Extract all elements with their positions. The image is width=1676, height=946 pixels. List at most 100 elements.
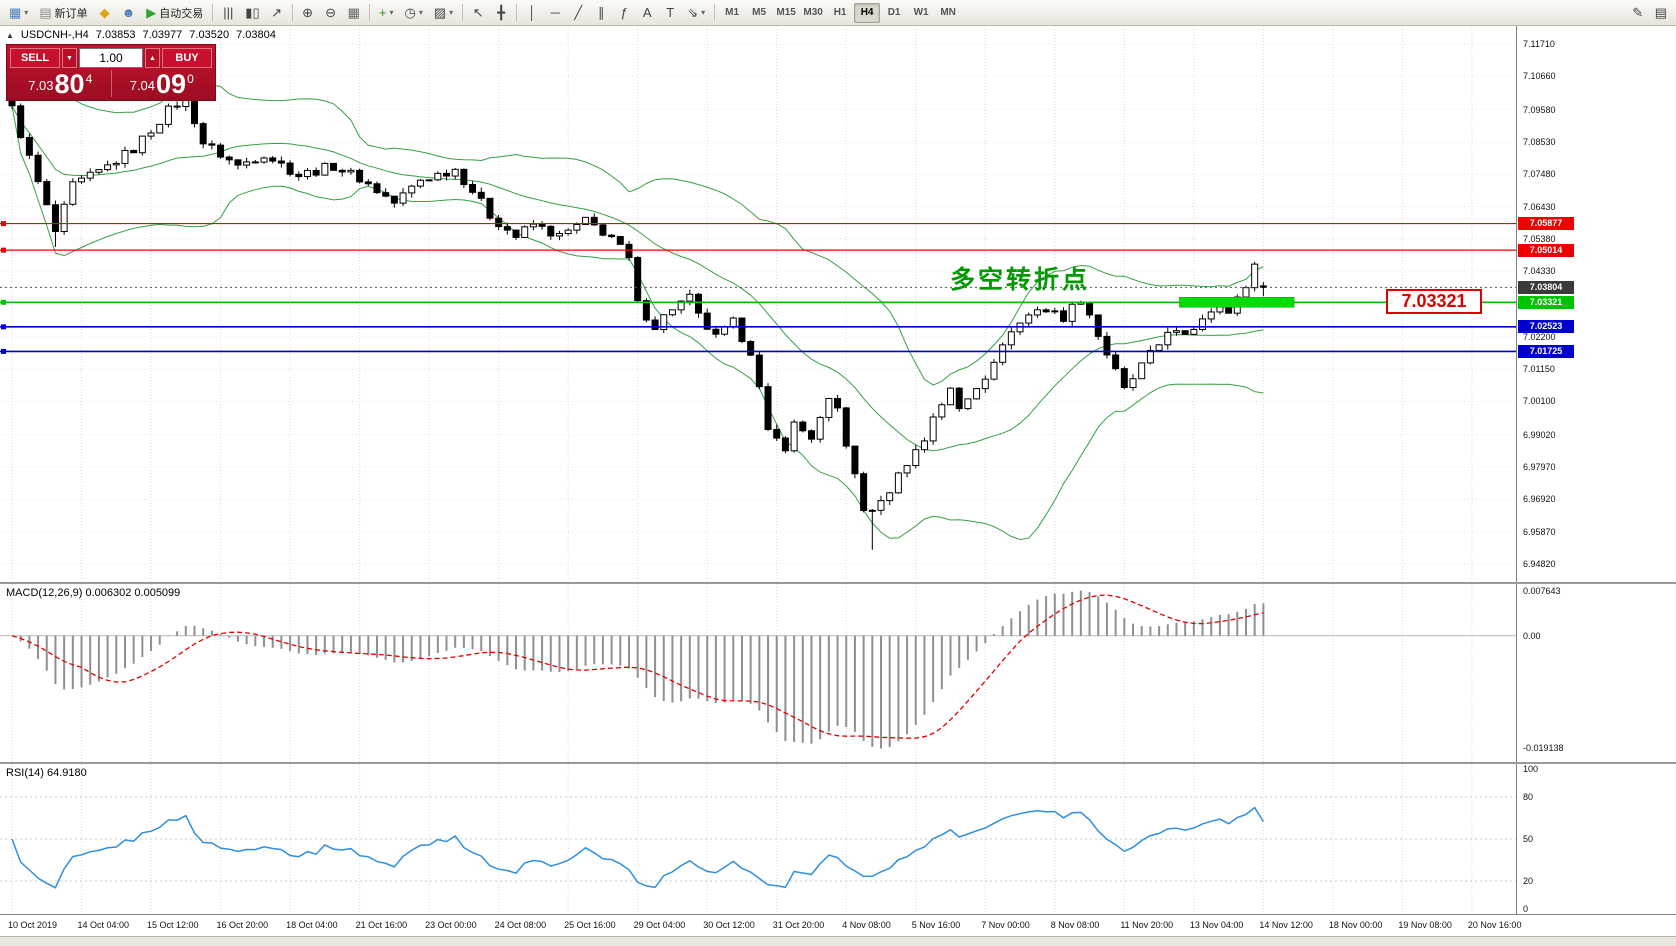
rsi-chart-svg xyxy=(0,764,1516,914)
price-tick: 7.07480 xyxy=(1523,169,1556,180)
rsi-tick: 0 xyxy=(1523,904,1529,914)
collapse-one-click-button[interactable]: ▲ xyxy=(6,30,14,40)
trendline-button[interactable]: ╱ xyxy=(567,2,589,24)
timeframe-d1[interactable]: D1 xyxy=(887,7,901,18)
price-tick: 6.96920 xyxy=(1523,494,1556,505)
horizontal-line-button[interactable]: ─ xyxy=(544,2,566,24)
clock-icon: ◷ xyxy=(404,5,416,20)
sell-price-display[interactable]: 7.03 80 4 xyxy=(10,70,111,97)
date-label: 30 Oct 12:00 xyxy=(703,920,755,930)
bar-chart-button[interactable]: ||| xyxy=(217,2,239,24)
periods-button[interactable]: ◷ ▾ xyxy=(400,2,428,24)
date-label: 14 Nov 12:00 xyxy=(1259,920,1313,930)
candlestick-chart-button[interactable]: ▮▯ xyxy=(240,2,264,24)
template-icon: ▨ xyxy=(433,5,447,20)
timeframe-h1[interactable]: H1 xyxy=(833,7,847,18)
panel-divider-rsi[interactable] xyxy=(0,762,1676,764)
horizontal-line-icon: ─ xyxy=(550,5,560,20)
notes-button[interactable]: ▤ xyxy=(1650,2,1672,24)
dropdown-caret-icon: ▾ xyxy=(389,8,394,17)
label-button[interactable]: T xyxy=(659,2,681,24)
indicators-button[interactable]: + ▾ xyxy=(374,2,399,24)
open-value: 7.03853 xyxy=(95,29,136,41)
arrows-button[interactable]: ⇘ ▾ xyxy=(682,2,710,24)
time-axis[interactable]: 10 Oct 2019 14 Oct 04:00 15 Oct 12:00 16 Oc… xyxy=(0,914,1676,936)
macd-tick: 0.00 xyxy=(1523,630,1541,641)
timeframe-m1[interactable]: M1 xyxy=(725,7,740,18)
price-callout: 7.03321 xyxy=(1386,289,1482,315)
volume-down-button[interactable]: ▼ xyxy=(62,48,77,68)
date-label: 19 Nov 08:00 xyxy=(1398,920,1452,930)
date-label: 18 Oct 04:00 xyxy=(286,920,338,930)
timeframe-mn[interactable]: MN xyxy=(940,7,956,18)
close-value: 7.03804 xyxy=(236,29,276,41)
toolbar-separator xyxy=(368,4,370,21)
vertical-line-button[interactable]: │ xyxy=(521,2,543,24)
buy-button[interactable]: BUY xyxy=(162,48,212,68)
profiles-button[interactable]: ☻ xyxy=(117,2,141,24)
vertical-line-icon: │ xyxy=(528,5,537,20)
bar-chart-icon: ||| xyxy=(223,5,234,20)
text-icon: A xyxy=(642,5,652,20)
trendline-icon: ╱ xyxy=(574,5,583,20)
indicators-plus-icon: + xyxy=(378,5,387,20)
timeframe-m15[interactable]: M15 xyxy=(776,7,796,18)
tile-windows-button[interactable]: ▦ xyxy=(343,2,365,24)
dropdown-caret-icon: ▾ xyxy=(24,8,29,17)
timeframe-h4[interactable]: H4 xyxy=(854,2,881,23)
price-tick: 7.02200 xyxy=(1523,331,1556,342)
new-chart-button[interactable]: ▦ ▾ xyxy=(4,2,33,24)
autotrading-button[interactable]: ▶ 自动交易 xyxy=(141,2,208,24)
price-chart-panel[interactable]: ▲ USDCNH-,H4 7.03853 7.03977 7.03520 7.0… xyxy=(0,26,1516,582)
new-order-icon: ▤ xyxy=(39,5,52,20)
macd-chart-svg xyxy=(0,584,1516,762)
sell-price-big: 80 xyxy=(54,69,85,99)
macd-tick: 0.007643 xyxy=(1523,585,1561,596)
toolbar-separator xyxy=(291,4,293,21)
templates-button[interactable]: ▨ ▾ xyxy=(429,2,458,24)
rsi-tick: 80 xyxy=(1523,792,1534,802)
crosshair-button[interactable]: ╋ xyxy=(490,2,512,24)
price-tick: 7.00100 xyxy=(1523,396,1556,407)
line-chart-icon: ↗ xyxy=(271,5,283,20)
new-order-button[interactable]: ▤ 新订单 xyxy=(34,2,92,24)
pencil-button[interactable]: ✎ xyxy=(1627,2,1649,24)
price-tick: 6.97970 xyxy=(1523,462,1556,473)
label-icon: T xyxy=(666,5,675,20)
fibonacci-button[interactable]: ƒ xyxy=(613,2,635,24)
metaquotes-button[interactable]: ◆ xyxy=(94,2,116,24)
zoom-out-button[interactable]: ⊖ xyxy=(320,2,342,24)
channel-button[interactable]: ∥ xyxy=(590,2,612,24)
crosshair-icon: ╋ xyxy=(497,5,506,20)
timeframe-w1[interactable]: W1 xyxy=(913,7,929,18)
cursor-button[interactable]: ↖ xyxy=(467,2,489,24)
date-label: 29 Oct 04:00 xyxy=(633,920,686,930)
price-axis[interactable]: 7.11710 7.10660 7.09580 7.08530 7.07480 7.064… xyxy=(1516,26,1676,914)
date-label: 16 Oct 20:00 xyxy=(216,920,269,930)
cursor-icon: ↖ xyxy=(472,5,484,20)
sell-button[interactable]: SELL xyxy=(10,48,60,68)
chart-ohlc-header: ▲ USDCNH-,H4 7.03853 7.03977 7.03520 7.0… xyxy=(6,29,276,41)
line-price-badge: 7.02523 xyxy=(1518,320,1574,334)
timeframe-m30[interactable]: M30 xyxy=(803,7,823,18)
rsi-tick: 20 xyxy=(1523,876,1534,886)
volume-up-button[interactable]: ▲ xyxy=(145,48,160,68)
timeframe-m5[interactable]: M5 xyxy=(752,7,767,18)
volume-input[interactable] xyxy=(79,48,143,68)
price-tick: 7.04330 xyxy=(1523,266,1556,277)
zoom-in-button[interactable]: ⊕ xyxy=(297,2,319,24)
price-tick: 7.10660 xyxy=(1523,71,1556,82)
text-button[interactable]: A xyxy=(636,2,658,24)
panel-divider-macd[interactable] xyxy=(0,582,1676,584)
price-tick: 7.11710 xyxy=(1523,39,1555,49)
rsi-panel[interactable]: RSI(14) 64.9180 xyxy=(0,764,1516,914)
buy-price-sup: 0 xyxy=(187,72,194,86)
macd-panel[interactable]: MACD(12,26,9) 0.006302 0.005099 xyxy=(0,584,1516,762)
date-label: 25 Oct 16:00 xyxy=(564,920,616,930)
price-tick: 7.09580 xyxy=(1523,104,1556,115)
buy-price-display[interactable]: 7.04 09 0 xyxy=(110,70,213,98)
line-chart-button[interactable]: ↗ xyxy=(266,2,288,24)
date-label: 7 Nov 00:00 xyxy=(981,920,1030,930)
line-price-badge: 7.01725 xyxy=(1518,344,1574,358)
macd-label: MACD(12,26,9) 0.006302 0.005099 xyxy=(6,587,181,599)
